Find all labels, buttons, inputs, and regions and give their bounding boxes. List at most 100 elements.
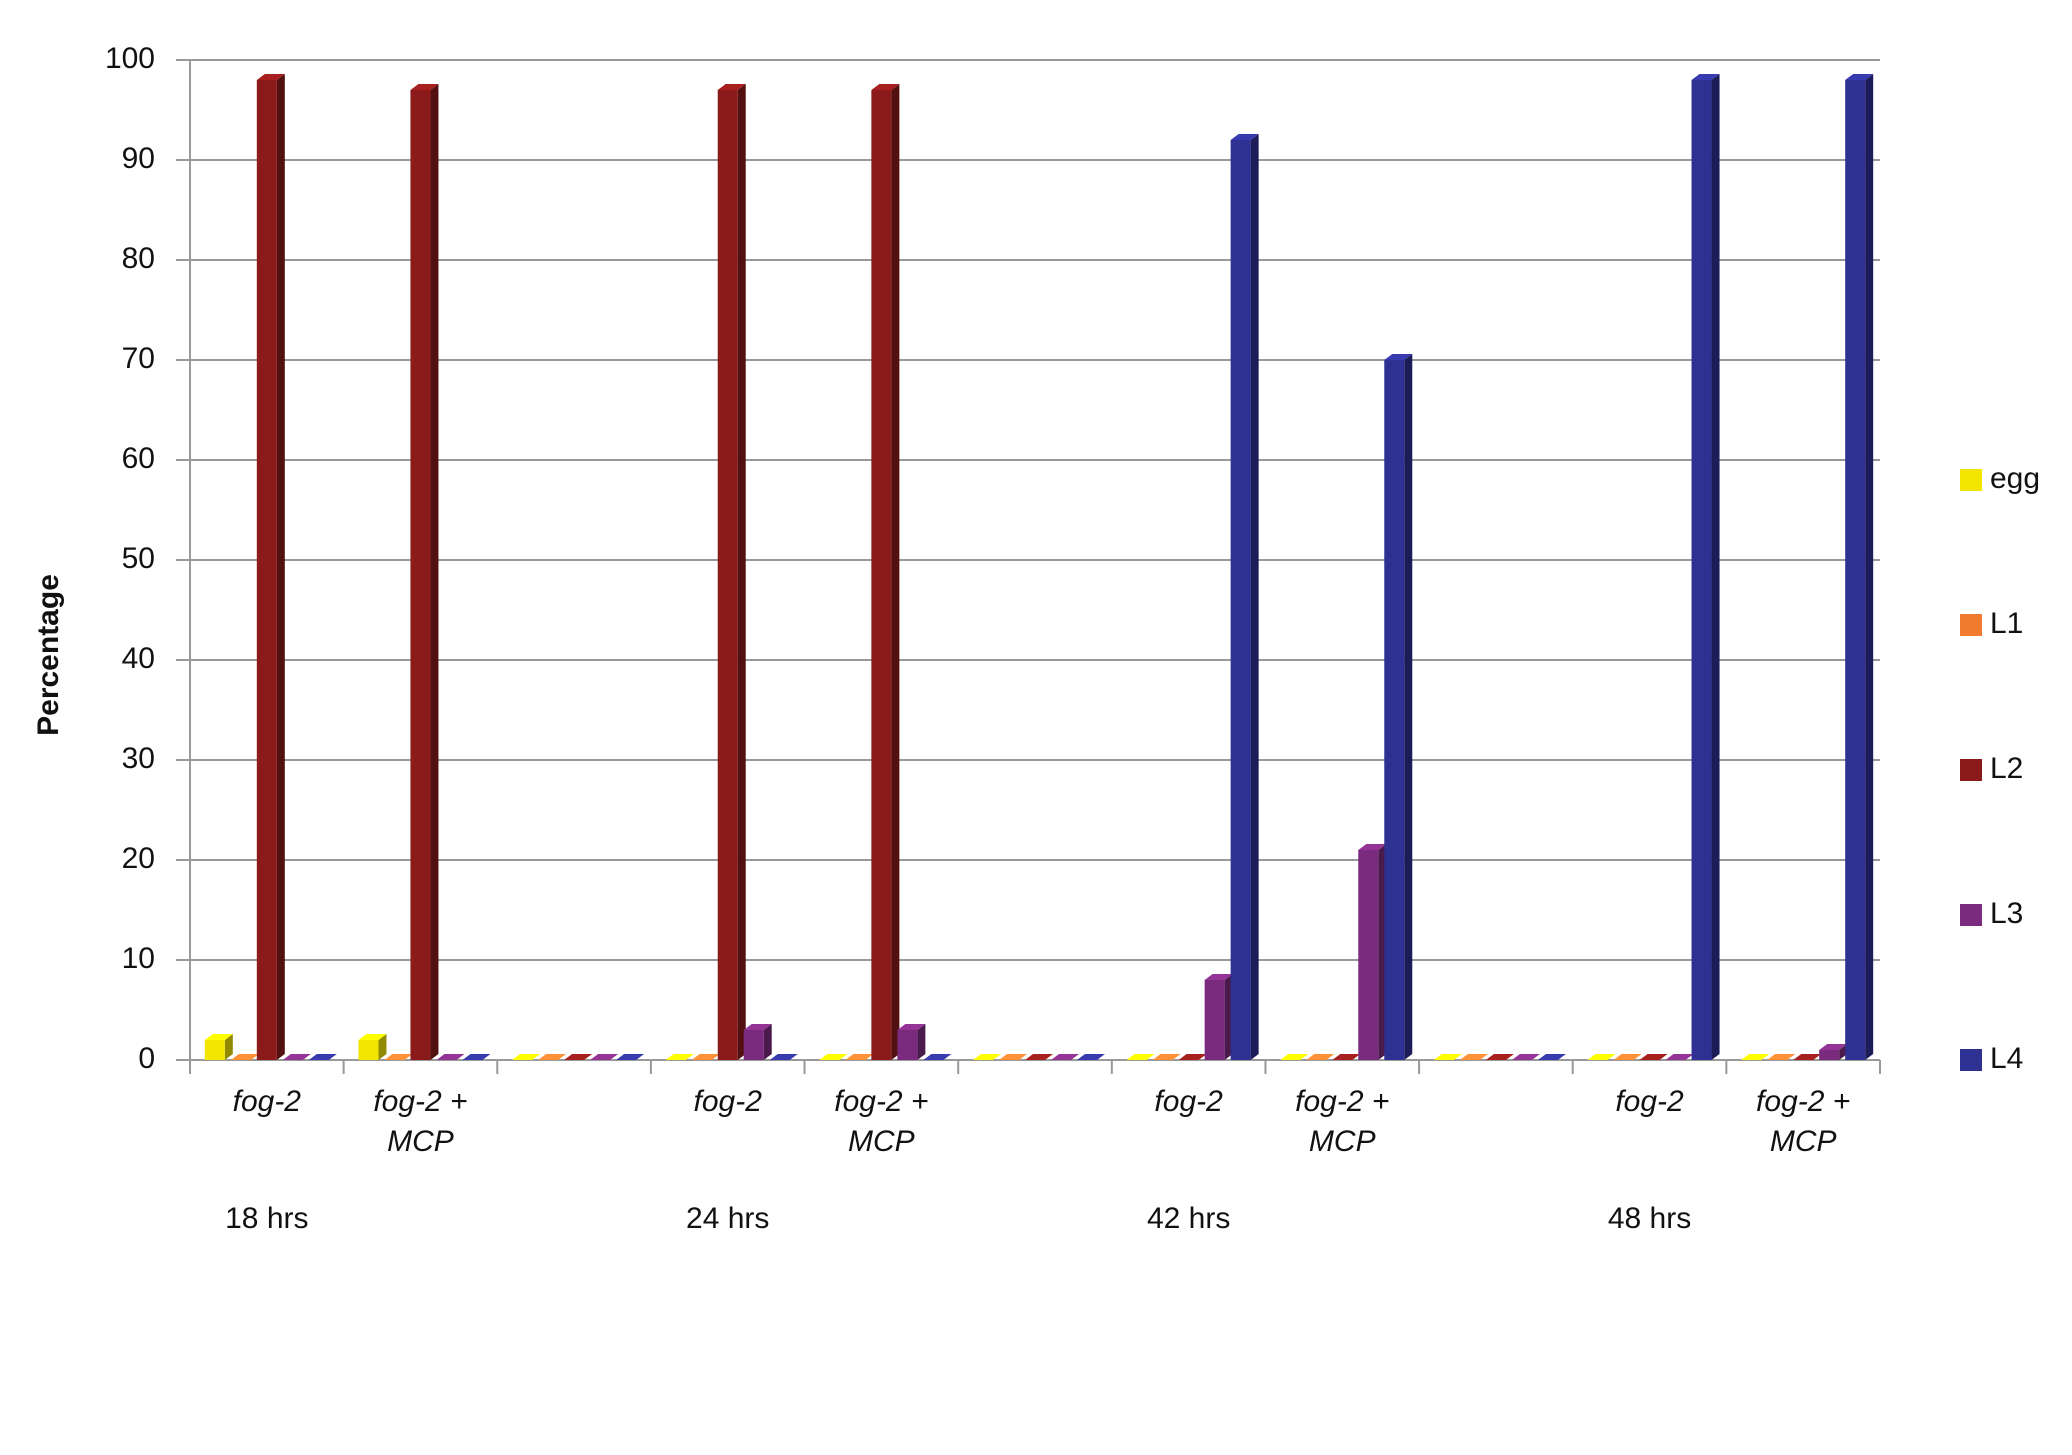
bar-top	[1793, 1054, 1822, 1060]
bar-top	[923, 1054, 952, 1060]
legend-label: L4	[1990, 1042, 2023, 1075]
group-label: 42 hrs	[1147, 1202, 1230, 1235]
bar-side	[737, 84, 746, 1060]
bar-side	[1711, 74, 1720, 1060]
bar-top	[1767, 1054, 1796, 1060]
legend-swatch	[1960, 904, 1982, 926]
x-tick-label: fog-2 + MCP	[373, 1085, 468, 1158]
bar-top	[1845, 74, 1874, 80]
bar-top	[1306, 1054, 1335, 1060]
x-tick-label-box: fog-2 + MCP	[373, 1085, 468, 1158]
x-tick-label: fog-2	[1154, 1085, 1223, 1118]
y-tick-label: 10	[122, 942, 155, 975]
bar	[1358, 850, 1379, 1060]
x-tick-label-box: fog-2	[693, 1085, 762, 1118]
bar-top	[1665, 1054, 1694, 1060]
y-tick-label: 50	[122, 542, 155, 575]
bar	[1819, 1050, 1840, 1060]
bar-top	[462, 1054, 491, 1060]
x-tick-label-box: fog-2	[1615, 1085, 1684, 1118]
bar-top	[1459, 1054, 1488, 1060]
bar-top	[1332, 1054, 1361, 1060]
bar-top	[590, 1054, 619, 1060]
y-tick-label: 40	[122, 642, 155, 675]
group-label: 48 hrs	[1608, 1202, 1691, 1235]
bar	[1691, 80, 1712, 1060]
y-tick-label: 70	[122, 342, 155, 375]
bar-side	[378, 1034, 387, 1060]
bar-top	[564, 1054, 593, 1060]
bar-top	[999, 1054, 1027, 1060]
bar	[1204, 980, 1225, 1060]
bar-side	[276, 74, 285, 1060]
x-tick-label: fog-2 + MCP	[1295, 1085, 1390, 1158]
legend-label: egg	[1990, 462, 2040, 495]
y-tick-label: 90	[122, 142, 155, 175]
bar-top	[308, 1054, 337, 1060]
bar-top	[1741, 1054, 1770, 1060]
x-tick-label: fog-2	[693, 1085, 762, 1118]
legend-swatch	[1960, 614, 1982, 636]
bar-top	[1358, 844, 1387, 850]
bar	[743, 1030, 764, 1060]
bar-side	[1865, 74, 1874, 1060]
y-tick-label: 30	[122, 742, 155, 775]
bar-top	[616, 1054, 645, 1060]
bar-top	[1433, 1054, 1462, 1060]
bar-top	[1511, 1054, 1540, 1060]
bar-side	[763, 1024, 772, 1060]
x-tick-label: fog-2	[232, 1085, 301, 1118]
group-label: 18 hrs	[225, 1202, 308, 1235]
y-tick-label: 20	[122, 842, 155, 875]
legend-label: L2	[1990, 752, 2023, 785]
y-axis-title: Percentage	[32, 574, 65, 736]
bar-top	[1152, 1054, 1181, 1060]
bar-top	[1051, 1054, 1079, 1060]
legend-swatch	[1960, 759, 1982, 781]
bar-top	[691, 1054, 720, 1060]
bar-top	[1126, 1054, 1155, 1060]
legend-label: L3	[1990, 897, 2023, 930]
bar-side	[891, 84, 900, 1060]
bar-side	[224, 1034, 233, 1060]
bar-top	[973, 1054, 1001, 1060]
bar-top	[1230, 134, 1259, 140]
x-tick-label-box: fog-2 + MCP	[834, 1085, 928, 1158]
bar-top	[256, 74, 285, 80]
legend-swatch	[1960, 469, 1982, 491]
bar	[717, 90, 738, 1060]
bar-top	[1537, 1054, 1566, 1060]
bar-top	[1485, 1054, 1514, 1060]
bar-top	[845, 1054, 874, 1060]
bar-top	[1691, 74, 1720, 80]
bar-top	[1819, 1044, 1848, 1050]
bar-top	[1613, 1054, 1642, 1060]
bar	[1845, 80, 1866, 1060]
bar-top	[1077, 1054, 1105, 1060]
bar	[1384, 360, 1405, 1060]
bar	[358, 1040, 379, 1060]
bar-top	[1178, 1054, 1207, 1060]
x-tick-label: fog-2	[1615, 1085, 1684, 1118]
x-tick-label-box: fog-2	[232, 1085, 301, 1118]
bar-side	[1404, 354, 1413, 1060]
legend-swatch	[1960, 1049, 1982, 1071]
y-tick-label: 60	[122, 442, 155, 475]
group-label: 24 hrs	[686, 1202, 769, 1235]
bar-top	[743, 1024, 772, 1030]
x-tick-label-box: fog-2 + MCP	[1295, 1085, 1390, 1158]
bar-top	[1384, 354, 1413, 360]
bar	[256, 80, 277, 1060]
bar-top	[897, 1024, 926, 1030]
bar-top	[665, 1054, 694, 1060]
bar-top	[282, 1054, 311, 1060]
x-tick-label-box: fog-2	[1154, 1085, 1223, 1118]
bar-top	[230, 1054, 259, 1060]
bar-side	[1250, 134, 1259, 1060]
bar-top	[512, 1054, 541, 1060]
bar-top	[819, 1054, 848, 1060]
bar	[204, 1040, 225, 1060]
bar-top	[1280, 1054, 1309, 1060]
bar-top	[1025, 1054, 1053, 1060]
